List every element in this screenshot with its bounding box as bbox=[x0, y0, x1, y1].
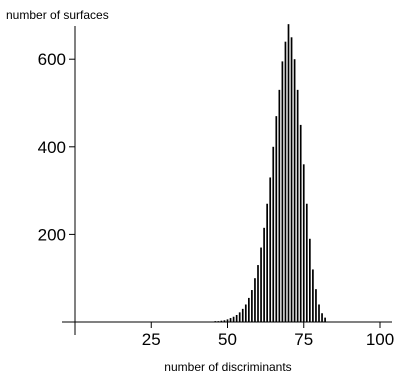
x-axis: 25 50 75 100 bbox=[142, 322, 394, 349]
bar-80 bbox=[318, 304, 320, 322]
bar-82 bbox=[324, 317, 326, 322]
bar-66 bbox=[275, 116, 278, 322]
bar-71 bbox=[290, 37, 293, 323]
bar-70 bbox=[287, 24, 290, 322]
bar-65 bbox=[272, 146, 275, 322]
bar-63 bbox=[266, 203, 268, 322]
y-tick-label-400: 400 bbox=[38, 138, 66, 157]
bar-50 bbox=[226, 319, 229, 322]
x-tick-label-100: 100 bbox=[366, 330, 394, 349]
bar-67 bbox=[278, 89, 281, 322]
bar-59 bbox=[254, 278, 256, 322]
bar-81 bbox=[321, 313, 323, 322]
bar-69 bbox=[284, 41, 287, 323]
bar-77 bbox=[309, 238, 311, 322]
bar-62 bbox=[263, 227, 265, 322]
bar-61 bbox=[260, 247, 262, 322]
bar-76 bbox=[305, 203, 308, 322]
bar-79 bbox=[315, 289, 317, 322]
bar-56 bbox=[244, 304, 247, 322]
bar-51 bbox=[229, 318, 232, 322]
y-axis: 200 400 600 bbox=[38, 50, 75, 244]
bar-74 bbox=[299, 124, 302, 323]
bar-64 bbox=[269, 177, 272, 322]
x-tick-label-25: 25 bbox=[142, 330, 161, 349]
bar-78 bbox=[312, 269, 314, 322]
bar-54 bbox=[238, 312, 241, 322]
bars bbox=[208, 24, 326, 323]
bar-55 bbox=[241, 308, 244, 322]
bar-68 bbox=[281, 61, 284, 322]
bar-49 bbox=[223, 320, 226, 322]
bar-73 bbox=[296, 89, 299, 322]
bar-52 bbox=[232, 316, 235, 322]
bar-60 bbox=[257, 265, 259, 322]
bar-57 bbox=[248, 297, 250, 322]
bar-58 bbox=[251, 290, 253, 322]
y-tick-label-200: 200 bbox=[38, 225, 66, 244]
x-tick-label-75: 75 bbox=[294, 330, 313, 349]
bar-48 bbox=[220, 320, 223, 322]
bar-75 bbox=[302, 164, 305, 322]
x-axis-title: number of discriminants bbox=[164, 360, 291, 374]
y-axis-title: number of surfaces bbox=[6, 8, 109, 22]
y-tick-label-600: 600 bbox=[38, 50, 66, 69]
x-tick-label-50: 50 bbox=[218, 330, 237, 349]
bar-53 bbox=[235, 314, 238, 322]
bar-72 bbox=[293, 59, 296, 322]
